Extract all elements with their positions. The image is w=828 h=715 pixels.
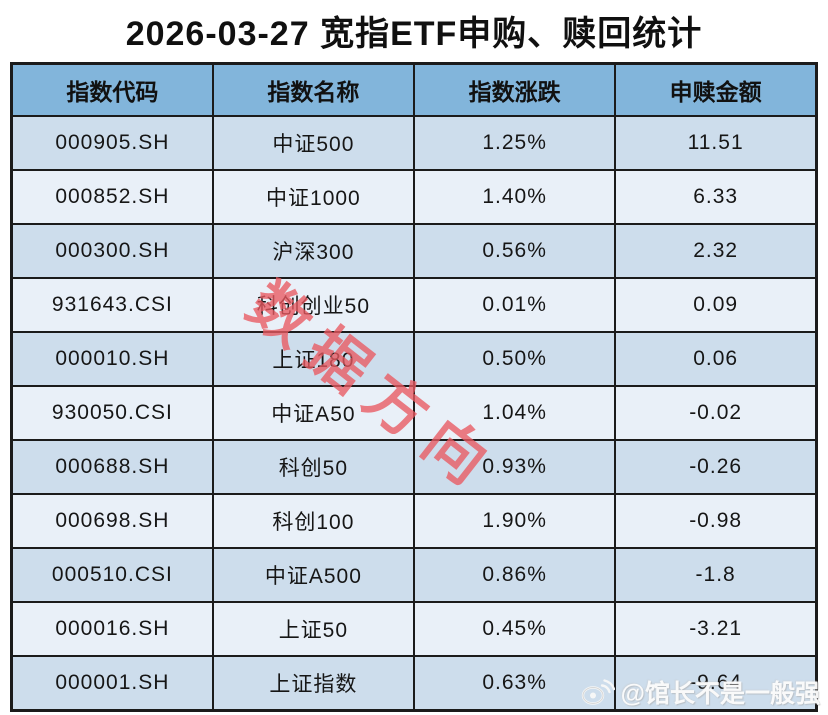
cell-index-code: 931643.CSI	[10, 277, 214, 333]
etf-stats-table: 指数代码 指数名称 指数涨跌 申赎金额 000905.SH 中证500 1.25% 1…	[10, 62, 818, 712]
cell-index-name: 科创100	[211, 493, 416, 549]
cell-index-change: 0.56%	[412, 223, 617, 279]
cell-subscription-amount: -9.64	[614, 655, 818, 712]
cell-index-change: 1.04%	[412, 385, 617, 441]
cell-index-change: 1.25%	[412, 115, 617, 171]
cell-index-name: 上证指数	[211, 655, 416, 712]
cell-index-change: 0.50%	[412, 331, 617, 387]
cell-index-change: 0.01%	[412, 277, 617, 333]
cell-index-code: 000001.SH	[10, 655, 214, 712]
table-row: 000698.SH 科创100 1.90% -0.98	[10, 493, 818, 549]
table-row: 000852.SH 中证1000 1.40% 6.33	[10, 169, 818, 225]
cell-subscription-amount: 11.51	[614, 115, 818, 171]
cell-index-name: 科创创业50	[211, 277, 416, 333]
table-row: 931643.CSI 科创创业50 0.01% 0.09	[10, 277, 818, 333]
table-row: 000510.CSI 中证A500 0.86% -1.8	[10, 547, 818, 603]
credit-watermark: @馆长不是一般强	[581, 674, 820, 710]
cell-subscription-amount: 0.06	[614, 331, 818, 387]
cell-index-name: 科创50	[211, 439, 416, 495]
table-row: 000016.SH 上证50 0.45% -3.21	[10, 601, 818, 657]
table-row: 000300.SH 沪深300 0.56% 2.32	[10, 223, 818, 279]
cell-index-name: 上证50	[211, 601, 416, 657]
column-header-index-code: 指数代码	[10, 62, 214, 117]
cell-index-name: 中证1000	[211, 169, 416, 225]
cell-index-name: 中证A500	[211, 547, 416, 603]
cell-index-name: 沪深300	[211, 223, 416, 279]
cell-index-code: 000688.SH	[10, 439, 214, 495]
cell-index-name: 中证A50	[211, 385, 416, 441]
table-body: 000905.SH 中证500 1.25% 11.51 000852.SH 中证1000 1…	[10, 115, 818, 712]
page-title: 2026-03-27 宽指ETF申购、赎回统计	[125, 15, 703, 53]
cell-index-code: 000300.SH	[10, 223, 214, 279]
cell-index-name: 上证180	[211, 331, 416, 387]
cell-subscription-amount: 2.32	[614, 223, 818, 279]
cell-subscription-amount: -0.98	[614, 493, 818, 549]
table-header-row: 指数代码 指数名称 指数涨跌 申赎金额	[10, 62, 818, 117]
cell-index-change: 0.93%	[412, 439, 617, 495]
cell-index-change: 0.86%	[412, 547, 617, 603]
table-row: 930050.CSI 中证A50 1.04% -0.02	[10, 385, 818, 441]
cell-index-code: 000010.SH	[10, 331, 214, 387]
cell-index-change: 1.90%	[412, 493, 617, 549]
cell-index-name: 中证500	[211, 115, 416, 171]
cell-subscription-amount: 0.09	[614, 277, 818, 333]
table-row: 000688.SH 科创50 0.93% -0.26	[10, 439, 818, 495]
cell-index-code: 930050.CSI	[10, 385, 214, 441]
cell-subscription-amount: -0.02	[614, 385, 818, 441]
cell-index-code: 000698.SH	[10, 493, 214, 549]
credit-watermark-text: @馆长不是一般强	[620, 680, 820, 708]
table-row: 000001.SH 上证指数 0.63% -9.64	[10, 655, 818, 712]
table-header: 指数代码 指数名称 指数涨跌 申赎金额	[10, 62, 818, 117]
cell-subscription-amount: -0.26	[614, 439, 818, 495]
cell-index-code: 000905.SH	[10, 115, 214, 171]
column-header-index-name: 指数名称	[211, 62, 416, 117]
cell-index-change: 0.63%	[412, 655, 617, 712]
cell-index-change: 0.45%	[412, 601, 617, 657]
table-row: 000010.SH 上证180 0.50% 0.06	[10, 331, 818, 387]
column-header-index-change: 指数涨跌	[412, 62, 617, 117]
cell-subscription-amount: 6.33	[614, 169, 818, 225]
cell-index-code: 000016.SH	[10, 601, 214, 657]
cell-subscription-amount: -3.21	[614, 601, 818, 657]
cell-index-code: 000852.SH	[10, 169, 214, 225]
column-header-subscription-amount: 申赎金额	[614, 62, 818, 117]
weibo-icon	[581, 678, 615, 706]
table-row: 000905.SH 中证500 1.25% 11.51	[10, 115, 818, 171]
cell-index-change: 1.40%	[412, 169, 617, 225]
cell-index-code: 000510.CSI	[10, 547, 214, 603]
cell-subscription-amount: -1.8	[614, 547, 818, 603]
